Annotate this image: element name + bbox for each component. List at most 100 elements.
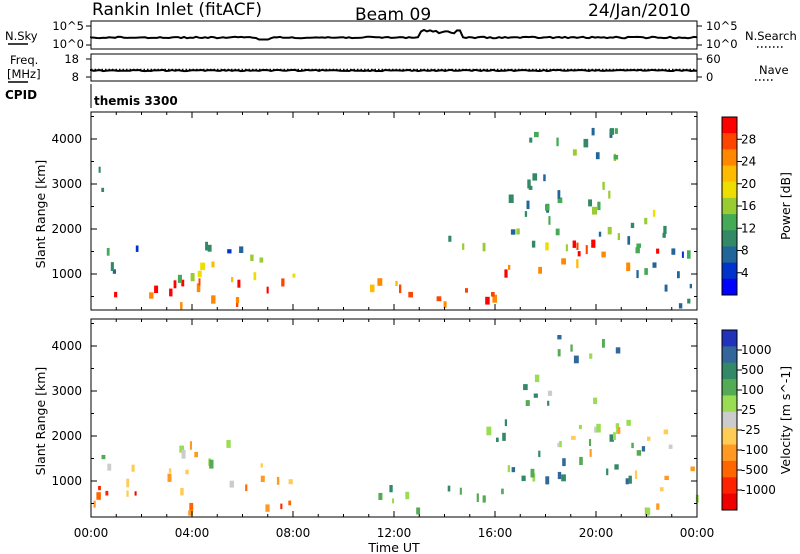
- data-cell: [173, 280, 177, 289]
- data-cell: [200, 262, 206, 271]
- data-cell: [613, 432, 616, 440]
- data-cell: [579, 456, 583, 465]
- colorbar-swatch: [722, 444, 737, 462]
- data-cell: [583, 138, 589, 148]
- data-cell: [687, 298, 691, 304]
- cpid-label: CPID: [5, 88, 37, 102]
- data-cell: [598, 231, 602, 237]
- power-x-axis: [90, 112, 698, 310]
- colorbar-tick-label: 500: [741, 363, 764, 377]
- data-cell: [525, 400, 530, 406]
- freq-unit: [MHz]: [7, 67, 41, 81]
- data-cell: [392, 498, 395, 504]
- data-cell: [547, 390, 553, 396]
- data-cell: [538, 266, 542, 274]
- x-tick-label: 04:00: [175, 526, 210, 540]
- data-cell: [190, 273, 195, 282]
- data-cell: [501, 488, 504, 495]
- data-cell: [615, 347, 621, 354]
- data-cell: [538, 450, 541, 458]
- nsky-panel: 10^5 10^0 10^5 10^0 N.Sky N.Search: [5, 19, 797, 51]
- data-cell: [534, 374, 540, 383]
- data-cell: [617, 427, 621, 434]
- colorbar-swatch: [722, 460, 737, 478]
- data-cell: [647, 436, 651, 441]
- data-cell: [591, 239, 596, 248]
- colorbar-swatch: [722, 214, 737, 231]
- data-cell: [180, 302, 183, 310]
- data-cell: [588, 199, 592, 207]
- x-axis-label: Time UT: [367, 540, 420, 554]
- colorbar-swatch: [722, 428, 737, 446]
- data-cell: [226, 440, 231, 448]
- data-cell: [253, 272, 257, 281]
- data-cell: [408, 291, 413, 298]
- power-colorbar: 28 24 20 16 12 8 4 Power [dB]: [721, 116, 793, 296]
- data-cell: [602, 181, 605, 190]
- y-tick-label: 2000: [51, 222, 82, 236]
- data-cell: [656, 248, 660, 254]
- freq-panel: 18 8 60 0 Freq. [MHz] Nave: [7, 52, 789, 84]
- x-tick-label: 12:00: [377, 526, 412, 540]
- data-cell: [154, 285, 159, 293]
- data-cell: [416, 507, 421, 515]
- colorbar-tick-label: 25: [741, 403, 756, 417]
- data-cell: [593, 397, 598, 404]
- data-cell: [530, 468, 535, 478]
- data-cell: [281, 278, 285, 287]
- data-cell: [608, 190, 611, 199]
- nsky-tick-low: 10^0: [52, 37, 84, 51]
- x-tick-label: 16:00: [478, 526, 513, 540]
- nsky-label: N.Sky: [5, 29, 38, 43]
- data-cell: [631, 442, 634, 449]
- cpid-value: themis 3300: [94, 94, 178, 108]
- data-cell: [227, 249, 232, 254]
- data-cell: [573, 355, 579, 364]
- data-cell: [101, 454, 106, 460]
- data-cell: [572, 149, 577, 156]
- nsearch-label: N.Search: [745, 29, 797, 43]
- data-cell: [239, 246, 244, 253]
- x-tick-label: 00:00: [74, 526, 109, 540]
- data-cell: [585, 245, 588, 255]
- data-cell: [443, 301, 447, 308]
- data-cell: [532, 173, 538, 181]
- velocity-panel: 1000 2000 3000 4000 00:00 04:00 08:00 12:00 16:…: [33, 318, 714, 554]
- data-cell: [561, 474, 566, 482]
- data-cell: [436, 296, 442, 302]
- velocity-colorbar: 1000 500 100 25 -25 -100 -500 -1000 Velocity [m…: [721, 329, 793, 511]
- data-cell: [636, 450, 642, 456]
- data-cell: [664, 284, 668, 292]
- data-cell: [576, 259, 579, 269]
- data-cell: [378, 492, 383, 500]
- y-tick-label: 3000: [51, 177, 82, 191]
- data-cell: [663, 225, 667, 234]
- data-cell: [508, 264, 511, 270]
- data-cell: [576, 242, 579, 250]
- data-cell: [671, 248, 676, 255]
- data-cell: [177, 274, 182, 283]
- cpid-panel: CPID themis 3300: [5, 84, 178, 108]
- colorbar-swatch: [722, 411, 737, 429]
- colorbar-swatch: [722, 197, 737, 215]
- data-cell: [511, 467, 516, 473]
- data-cell: [502, 432, 506, 441]
- data-cell: [188, 510, 193, 516]
- data-cell: [613, 155, 619, 160]
- data-cell: [617, 233, 620, 241]
- data-cell: [609, 128, 615, 135]
- colorbar-tick-label: -100: [741, 443, 768, 457]
- data-cell: [265, 504, 270, 512]
- data-cell: [596, 423, 601, 433]
- colorbar-swatch: [722, 379, 737, 396]
- data-cell: [630, 222, 635, 228]
- nsearch-tick-high: 10^5: [706, 19, 738, 33]
- x-tick-label: 08:00: [276, 526, 311, 540]
- colorbar-swatch: [722, 181, 737, 199]
- data-cell: [209, 459, 214, 469]
- data-cell: [678, 303, 683, 309]
- colorbar-tick-label: 24: [741, 155, 756, 169]
- data-cell: [260, 463, 263, 468]
- data-cell: [465, 288, 468, 293]
- station-title: Rankin Inlet (fitACF): [92, 0, 262, 20]
